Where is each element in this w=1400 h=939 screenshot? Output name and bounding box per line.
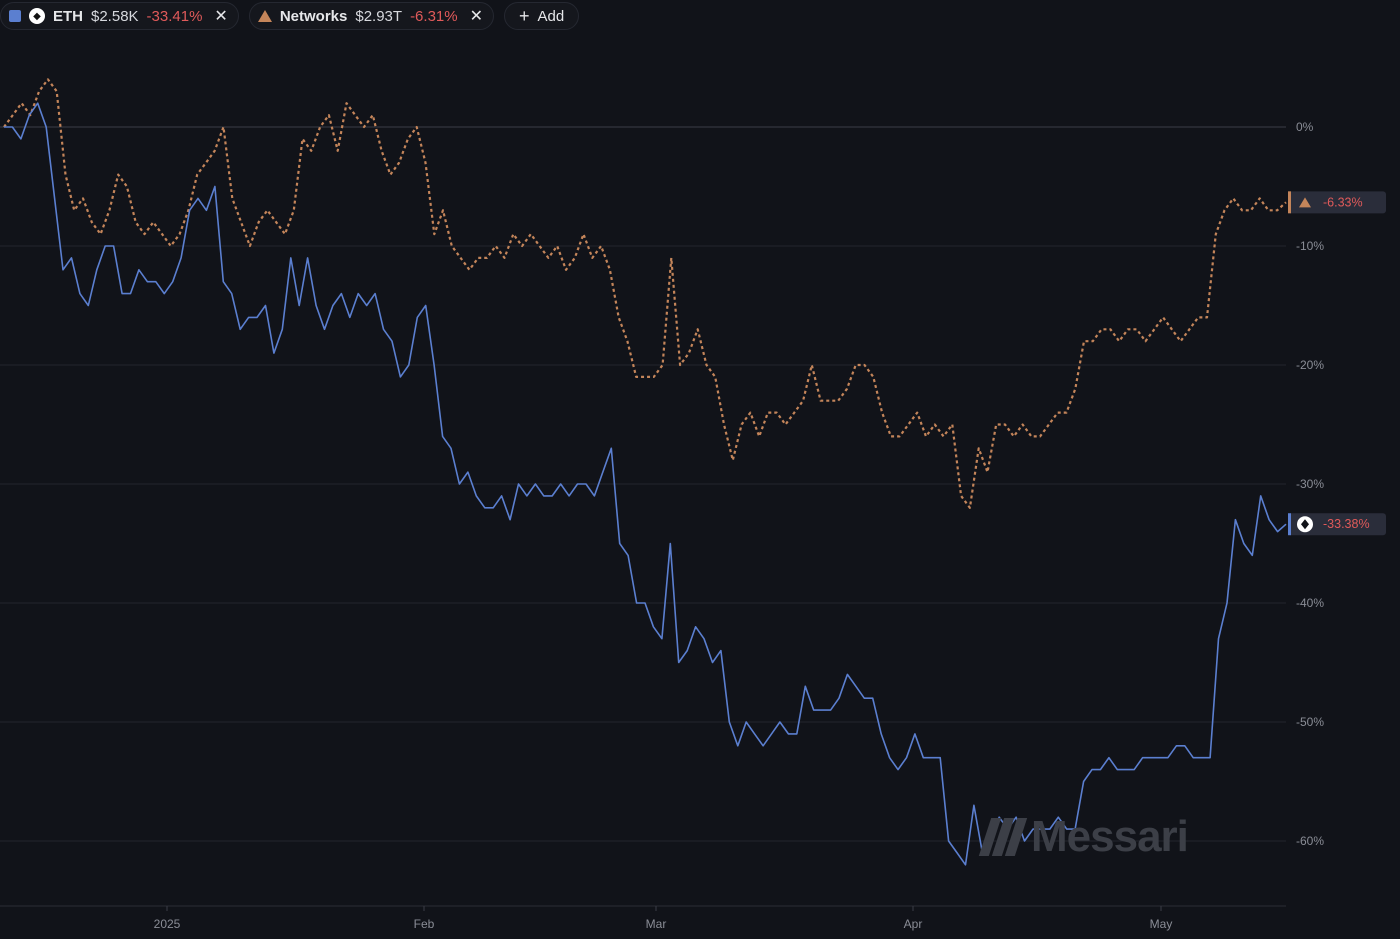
y-tick-label: -10% <box>1296 239 1324 253</box>
legend-chip-eth[interactable]: ◆ ETH $2.58K -33.41% ✕ <box>0 2 239 30</box>
end-label-accent <box>1288 191 1291 214</box>
y-tick-label: -20% <box>1296 358 1324 372</box>
legend-chip-networks[interactable]: Networks $2.93T -6.31% ✕ <box>248 2 494 30</box>
eth-color-swatch <box>9 10 21 22</box>
end-value-label: -33.38% <box>1323 517 1370 531</box>
legend-eth-price: $2.58K <box>91 7 139 25</box>
x-tick-label: Mar <box>646 917 667 931</box>
plus-icon: + <box>519 6 530 26</box>
legend-eth-name: ETH <box>53 7 83 25</box>
legend-networks-name: Networks <box>279 7 348 25</box>
x-tick-label: Apr <box>904 917 923 931</box>
y-tick-label: 0% <box>1296 120 1314 134</box>
x-tick-label: Feb <box>414 917 435 931</box>
end-label-accent <box>1288 513 1291 536</box>
legend-bar: ◆ ETH $2.58K -33.41% ✕ Networks $2.93T -… <box>0 2 580 30</box>
end-label-bg <box>1288 513 1386 536</box>
close-icon[interactable]: ✕ <box>214 8 228 25</box>
legend-networks-change: -6.31% <box>410 7 458 25</box>
x-tick-label: May <box>1150 917 1173 931</box>
y-tick-label: -40% <box>1296 596 1324 610</box>
end-value-label: -6.33% <box>1323 195 1363 209</box>
legend-eth-change: -33.41% <box>146 7 203 25</box>
eth-icon-glyph <box>1301 519 1309 530</box>
y-tick-label: -50% <box>1296 715 1324 729</box>
y-tick-label: -30% <box>1296 477 1324 491</box>
end-label-bg <box>1288 191 1386 214</box>
triangle-icon <box>1299 197 1311 208</box>
x-tick-label: 2025 <box>154 917 181 931</box>
messari-logo-icon <box>978 818 1028 856</box>
add-label: Add <box>537 7 565 25</box>
series-line-networks <box>3 78 1287 509</box>
series-line-eth <box>4 102 1287 866</box>
triangle-icon <box>257 10 272 22</box>
y-tick-label: -60% <box>1296 834 1324 848</box>
legend-networks-price: $2.93T <box>355 7 403 25</box>
close-icon[interactable]: ✕ <box>469 8 483 25</box>
messari-watermark: Messari <box>978 812 1189 862</box>
eth-icon: ◆ <box>29 8 45 24</box>
watermark-text: Messari <box>1031 812 1189 861</box>
add-series-button[interactable]: + Add <box>504 2 580 30</box>
